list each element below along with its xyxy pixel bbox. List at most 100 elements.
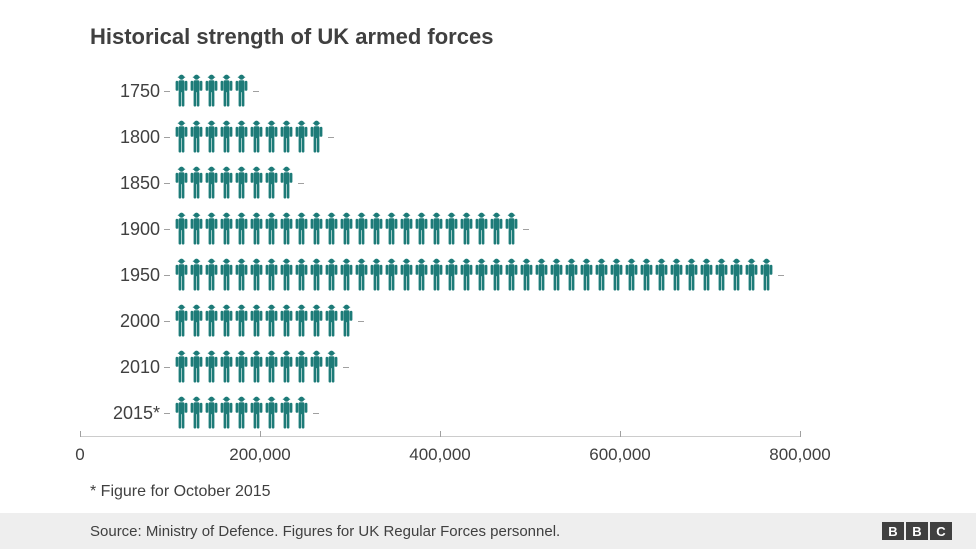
soldier-icon [414,257,429,293]
soldier-icon [339,211,354,247]
soldier-icon [339,257,354,293]
soldier-icon [174,395,189,431]
soldier-icon [729,257,744,293]
soldier-icon [669,257,684,293]
soldier-icon [174,303,189,339]
soldier-icon [204,73,219,109]
soldier-icon [759,257,774,293]
soldier-icon [654,257,669,293]
soldier-icon [324,257,339,293]
soldier-icon [444,211,459,247]
chart-title: Historical strength of UK armed forces [90,24,976,50]
soldier-icon [234,257,249,293]
soldier-icon [174,349,189,385]
x-axis-tick-label: 400,000 [409,445,470,465]
bbc-logo-letter: B [906,522,928,540]
soldier-icon [264,303,279,339]
y-axis-label: 1850 [90,173,164,194]
soldier-icon [279,257,294,293]
soldier-icon [174,165,189,201]
soldier-icon [219,119,234,155]
soldier-icon [459,257,474,293]
soldier-icon [189,73,204,109]
soldier-icon [174,257,189,293]
pictogram-bar [174,257,774,293]
soldier-icon [234,119,249,155]
soldier-icon [474,211,489,247]
soldier-icon [489,211,504,247]
soldier-icon [279,303,294,339]
soldier-icon [279,119,294,155]
soldier-icon [189,349,204,385]
soldier-icon [354,211,369,247]
soldier-icon [234,395,249,431]
soldier-icon [474,257,489,293]
soldier-icon [249,165,264,201]
soldier-icon [489,257,504,293]
soldier-icon [249,119,264,155]
soldier-icon [219,257,234,293]
chart-row: 1850 [90,160,890,206]
x-axis-tick-label: 0 [75,445,84,465]
x-axis-tick [800,431,801,437]
soldier-icon [309,303,324,339]
soldier-icon [249,257,264,293]
y-axis-label: 2010 [90,357,164,378]
soldier-icon [534,257,549,293]
soldier-icon [189,257,204,293]
pictogram-bar [174,303,354,339]
soldier-icon [594,257,609,293]
soldier-icon [609,257,624,293]
row-tick [164,137,170,138]
soldier-icon [744,257,759,293]
soldier-icon [354,257,369,293]
row-tick [343,367,349,368]
soldier-icon [234,349,249,385]
bbc-logo-letter: C [930,522,952,540]
row-tick [164,91,170,92]
soldier-icon [369,211,384,247]
chart-row: 2010 [90,344,890,390]
soldier-icon [309,211,324,247]
row-tick [358,321,364,322]
row-tick [164,321,170,322]
soldier-icon [204,349,219,385]
pictogram-bar [174,395,309,431]
soldier-icon [324,211,339,247]
source-bar: Source: Ministry of Defence. Figures for… [0,513,976,549]
soldier-icon [399,211,414,247]
soldier-icon [279,211,294,247]
soldier-icon [294,257,309,293]
row-tick [164,367,170,368]
chart-footnote: * Figure for October 2015 [90,483,976,501]
row-tick [164,275,170,276]
soldier-icon [414,211,429,247]
chart-row: 1750 [90,68,890,114]
soldier-icon [174,119,189,155]
row-tick [313,413,319,414]
soldier-icon [219,349,234,385]
soldier-icon [624,257,639,293]
soldier-icon [309,349,324,385]
soldier-icon [579,257,594,293]
soldier-icon [189,119,204,155]
y-axis-label: 2015* [90,403,164,424]
pictogram-bar [174,119,324,155]
soldier-icon [684,257,699,293]
soldier-icon [279,165,294,201]
soldier-icon [204,303,219,339]
soldier-icon [264,395,279,431]
row-tick [328,137,334,138]
soldier-icon [204,119,219,155]
x-axis-tick-label: 200,000 [229,445,290,465]
row-tick [523,229,529,230]
soldier-icon [219,73,234,109]
soldier-icon [504,257,519,293]
soldier-icon [234,303,249,339]
x-axis-tick [80,431,81,437]
x-axis-tick-label: 600,000 [589,445,650,465]
soldier-icon [219,165,234,201]
source-text: Source: Ministry of Defence. Figures for… [90,523,560,540]
soldier-icon [234,73,249,109]
soldier-icon [234,211,249,247]
